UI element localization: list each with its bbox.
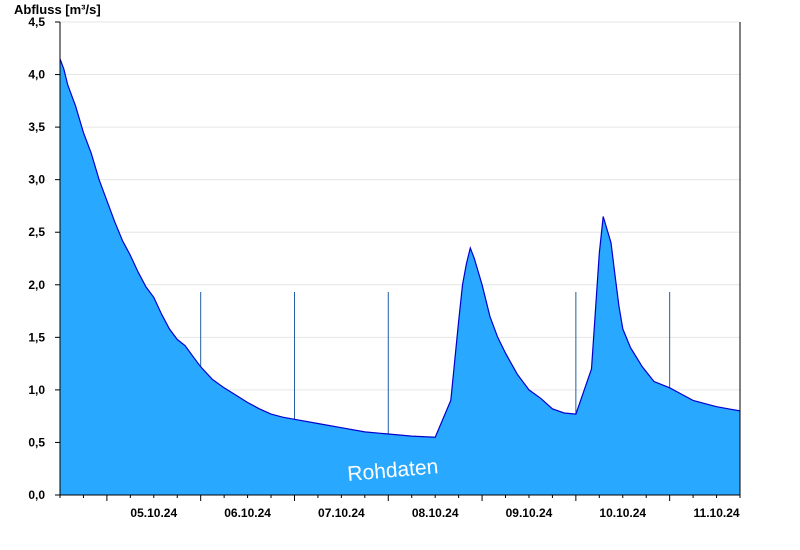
x-tick-label: 09.10.24: [506, 506, 553, 520]
y-tick-label: 4,5: [28, 15, 45, 29]
y-tick-label: 1,5: [28, 330, 45, 344]
y-tick-label: 3,5: [28, 120, 45, 134]
y-tick-label: 1,0: [28, 383, 45, 397]
x-tick-label: 06.10.24: [224, 506, 271, 520]
x-tick-label: 05.10.24: [130, 506, 177, 520]
y-tick-label: 0,0: [28, 488, 45, 502]
y-tick-label: 2,5: [28, 225, 45, 239]
axes: [55, 21, 741, 501]
x-tick-labels: 05.10.24 06.10.24 07.10.24 08.10.24 09.10.24…: [130, 506, 739, 520]
y-axis-title: Abfluss [m³/s]: [14, 2, 101, 17]
discharge-line: [59, 58, 741, 438]
y-tick-label: 3,0: [28, 173, 45, 187]
y-tick-labels: 0,0 0,5 1,0 1,5 2,0 2,5 3,0 3,5 4,0 4,5: [28, 15, 45, 502]
y-tick-label: 4,0: [28, 68, 45, 82]
x-tick-label: 08.10.24: [412, 506, 459, 520]
x-tick-label: 11.10.24: [694, 506, 740, 520]
discharge-area: [60, 58, 740, 496]
x-tick-label: 07.10.24: [318, 506, 365, 520]
y-tick-label: 2,0: [28, 278, 45, 292]
x-tick-label: 10.10.24: [599, 506, 646, 520]
y-tick-label: 0,5: [28, 435, 45, 449]
